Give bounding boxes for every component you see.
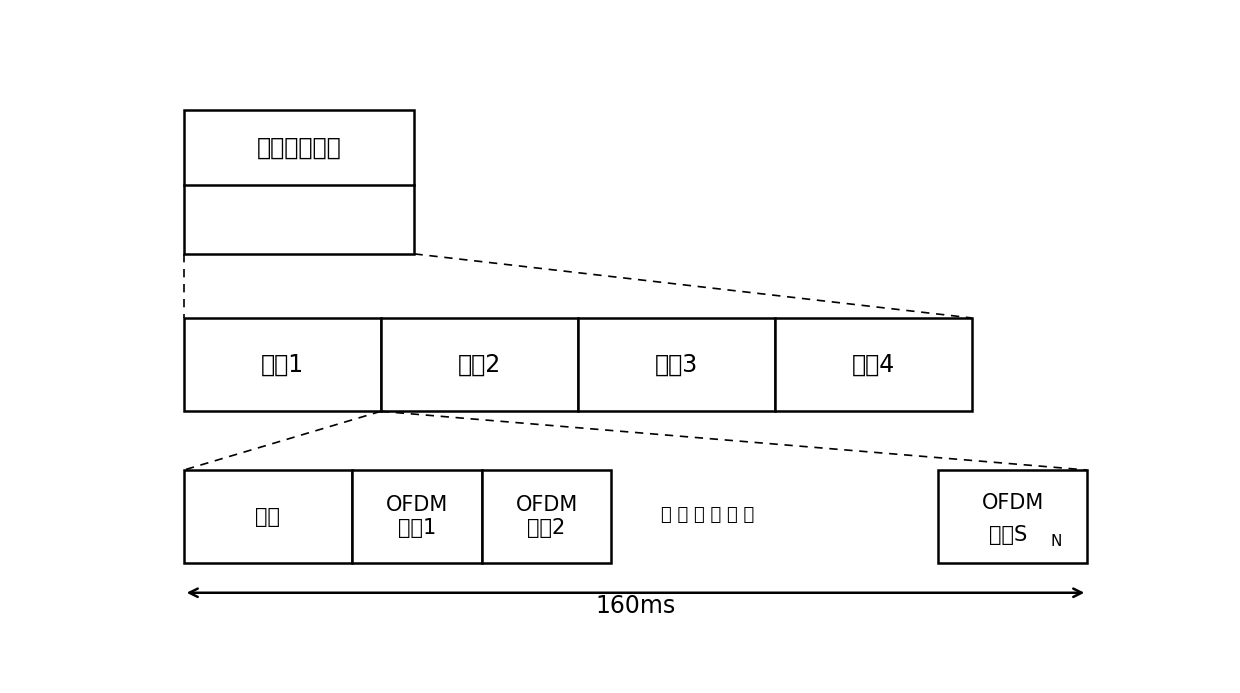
Bar	[578, 318, 775, 412]
Text: N: N	[1050, 534, 1061, 550]
Bar	[352, 470, 481, 563]
Text: 符号S: 符号S	[988, 525, 1027, 545]
Text: OFDM
符号1: OFDM 符号1	[386, 495, 448, 538]
Bar	[184, 109, 414, 254]
Text: 子帤4: 子帤4	[852, 353, 895, 376]
Text: 子帤3: 子帤3	[655, 353, 698, 376]
Text: 信标: 信标	[255, 507, 280, 527]
Text: － － － － － －: － － － － － －	[661, 507, 754, 525]
Bar	[775, 318, 972, 412]
Bar	[481, 470, 611, 563]
Text: OFDM: OFDM	[982, 493, 1044, 513]
Text: 子帤1: 子帤1	[260, 353, 304, 376]
Bar	[184, 318, 381, 412]
Bar	[381, 318, 578, 412]
Bar	[184, 470, 352, 563]
Text: 物理层信号帧: 物理层信号帧	[257, 135, 341, 159]
Text: OFDM
符号2: OFDM 符号2	[516, 495, 578, 538]
Text: 160ms: 160ms	[595, 594, 676, 618]
Bar	[939, 470, 1087, 563]
Text: 子帤2: 子帤2	[458, 353, 501, 376]
